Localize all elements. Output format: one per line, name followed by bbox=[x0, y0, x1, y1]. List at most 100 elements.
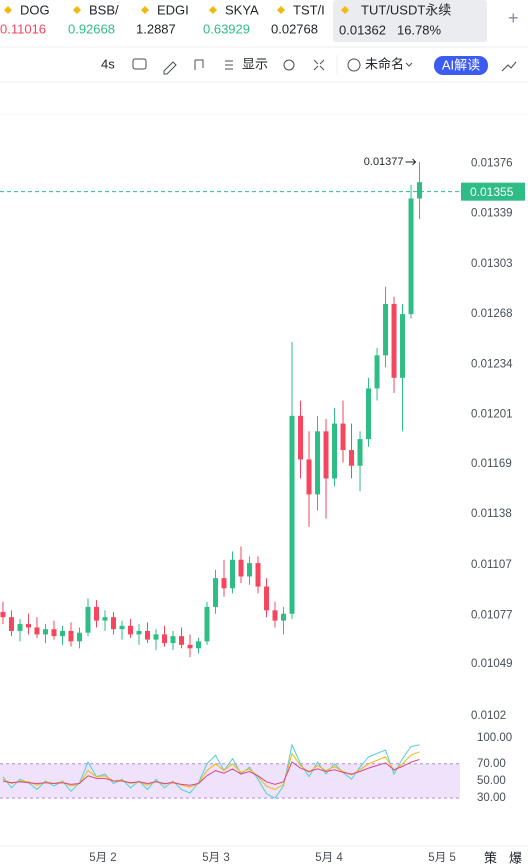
ai-label: AI解读 bbox=[442, 57, 480, 72]
candle-body bbox=[230, 559, 236, 589]
coin-icon bbox=[209, 6, 217, 14]
y-tick-label: 0.01234 bbox=[471, 358, 513, 370]
tab-symbol[interactable]: BSB/ bbox=[89, 2, 119, 17]
y-tick-label: 0.01077 bbox=[471, 609, 513, 621]
candle-body bbox=[8, 617, 14, 631]
dropdown-icon bbox=[405, 62, 413, 67]
draw-icon[interactable] bbox=[163, 61, 177, 75]
x-tick-label: 5月 4 bbox=[315, 852, 343, 864]
tab-price: 1.2887 bbox=[136, 21, 176, 36]
y-tick-label: 0.01138 bbox=[471, 508, 512, 520]
ai-button[interactable] bbox=[434, 56, 488, 75]
active-tab[interactable] bbox=[333, 0, 487, 42]
fullscreen-icon[interactable] bbox=[313, 59, 325, 71]
tab-symbol[interactable]: TST/I bbox=[293, 2, 325, 17]
candle-body bbox=[204, 606, 210, 642]
candle-body bbox=[85, 606, 91, 633]
display[interactable]: 显示 bbox=[242, 56, 268, 71]
tab-price: 0.11016 bbox=[0, 21, 46, 36]
candle-body bbox=[102, 617, 108, 621]
layout-name[interactable]: 未命名 bbox=[365, 56, 404, 71]
tab-price: 0.63929 bbox=[203, 21, 250, 36]
candle-body bbox=[144, 630, 150, 640]
candle-body bbox=[417, 182, 423, 199]
candle-body bbox=[298, 415, 304, 460]
rsi-line bbox=[2, 751, 420, 791]
candle-body bbox=[374, 355, 380, 389]
y-tick-label: 0.01376 bbox=[471, 157, 513, 169]
list-icon[interactable] bbox=[225, 60, 233, 70]
candle-body bbox=[272, 610, 278, 621]
candle-body bbox=[170, 636, 176, 644]
y-tick-label: 0.01339 bbox=[471, 208, 513, 220]
y-tick-label: 0.01169 bbox=[471, 458, 512, 470]
y-tick-label: 0.01049 bbox=[471, 658, 513, 670]
candle-body bbox=[136, 630, 142, 635]
active-symbol: TUT/USDT永续 bbox=[361, 2, 451, 17]
interval[interactable]: 4s bbox=[101, 56, 115, 71]
rsi-tick-label: 100.00 bbox=[477, 732, 512, 744]
candle-body bbox=[59, 630, 65, 637]
candle-body bbox=[340, 423, 346, 451]
rsi-tick-label: 50.00 bbox=[477, 775, 506, 787]
candle-body bbox=[93, 606, 99, 621]
footer-left[interactable]: 策 bbox=[484, 850, 497, 864]
trend-icon[interactable] bbox=[501, 61, 517, 72]
candle-body bbox=[76, 632, 82, 642]
candle-body bbox=[42, 629, 48, 635]
candle-body bbox=[187, 644, 193, 649]
candle-body bbox=[264, 586, 270, 611]
y-tick-label: 0.0102 bbox=[471, 710, 506, 722]
rsi-line bbox=[2, 743, 420, 799]
active-price: 0.01362 bbox=[339, 22, 386, 37]
tab-price: 0.92668 bbox=[68, 21, 115, 36]
candle-body bbox=[408, 198, 414, 315]
candle-body bbox=[179, 636, 185, 645]
rsi-tick-label: 70.00 bbox=[477, 758, 506, 770]
last-price-box bbox=[461, 182, 525, 201]
high-label: 0.01377 bbox=[364, 156, 404, 168]
coin-icon bbox=[141, 6, 149, 14]
candle-body bbox=[68, 630, 74, 642]
candle-body bbox=[332, 423, 338, 479]
y-tick-label: 0.01107 bbox=[471, 559, 512, 571]
rsi-line bbox=[2, 759, 420, 786]
y-tick-label: 0.01303 bbox=[471, 258, 513, 270]
coin-icon bbox=[341, 6, 349, 14]
add-tab[interactable]: + bbox=[508, 8, 519, 28]
candle-body bbox=[238, 559, 244, 577]
camera-icon[interactable] bbox=[132, 58, 147, 70]
candle-body bbox=[51, 629, 57, 637]
last-price-label: 0.01355 bbox=[470, 185, 514, 199]
tool-icon[interactable] bbox=[194, 59, 204, 70]
footer-right[interactable]: 爆 bbox=[509, 850, 522, 864]
tab-symbol[interactable]: EDGI bbox=[157, 2, 189, 17]
y-tick-label: 0.01201 bbox=[471, 408, 513, 420]
candle-body bbox=[110, 617, 116, 630]
candle-body bbox=[153, 634, 159, 640]
candle-body bbox=[161, 634, 167, 644]
candle-body bbox=[17, 624, 23, 631]
candle-body bbox=[0, 612, 6, 618]
rsi-band bbox=[0, 763, 460, 799]
x-tick-label: 5月 3 bbox=[202, 852, 230, 864]
candle-body bbox=[213, 578, 219, 607]
tab-symbol[interactable]: DOG bbox=[20, 2, 50, 17]
candle-body bbox=[383, 303, 389, 356]
x-tick-label: 5月 5 bbox=[428, 852, 456, 864]
cloud-icon[interactable] bbox=[347, 58, 361, 72]
candle-body bbox=[349, 450, 355, 466]
x-tick-label: 5月 2 bbox=[89, 852, 117, 864]
coin-icon bbox=[277, 6, 285, 14]
candle-body bbox=[281, 613, 287, 621]
active-change: 16.78% bbox=[397, 22, 442, 37]
settings-icon[interactable] bbox=[283, 59, 295, 71]
tab-symbol[interactable]: SKYA bbox=[225, 2, 259, 17]
candle-body bbox=[34, 627, 40, 635]
y-tick-label: 0.01268 bbox=[471, 308, 513, 320]
coin-icon bbox=[4, 6, 12, 14]
candle-body bbox=[221, 578, 227, 589]
candle-body bbox=[127, 625, 133, 635]
